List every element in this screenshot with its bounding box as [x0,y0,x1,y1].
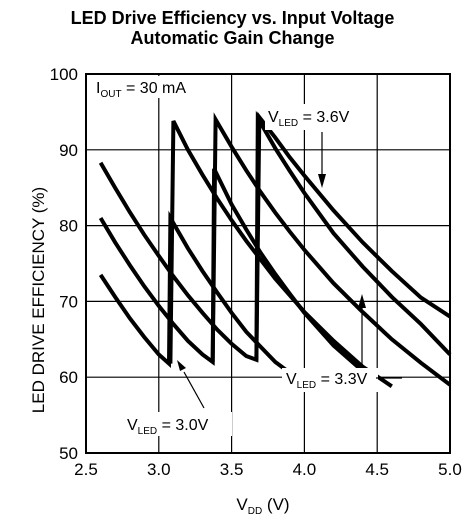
chart-titles: LED Drive Efficiency vs. Input Voltage A… [0,8,465,48]
y-tick-label: 60 [59,368,78,387]
vled-3-3-arrow-head [358,294,366,308]
chart-title: LED Drive Efficiency vs. Input Voltage [70,8,395,28]
efficiency-curve-4 [168,120,393,388]
iout-annotation: IOUT = 30 mA [96,80,186,100]
vled33-label-background [282,368,378,392]
plot-frame [85,73,451,454]
x-tick-label: 4.0 [293,460,317,479]
x-axis-label: VDD (V) [236,495,289,517]
vled30-label-background [124,412,232,436]
x-tick-label: 3.0 [147,460,171,479]
y-tick-label: 50 [59,444,78,463]
iout-label-background [93,76,211,98]
y-tick-label: 90 [59,141,78,160]
efficiency-curves [98,110,452,388]
y-tick-label: 80 [59,217,78,236]
y-axis-label: LED DRIVE EFFICIENCY (%) [29,187,48,413]
chart-subtitle: Automatic Gain Change [130,28,335,48]
vled-3-0-arrow-line [183,371,205,409]
y-tick-label: 70 [59,292,78,311]
efficiency-curve-3 [98,110,452,363]
efficiency-curve-5 [210,112,452,387]
x-tick-label: 3.5 [220,460,244,479]
efficiency-curve-1 [98,210,305,380]
x-tick-label: 5.0 [438,460,462,479]
vled-3-0-annotation: VLED = 3.0V [127,417,209,437]
annotation-arrows [177,132,402,409]
y-tick-label: 100 [50,65,78,84]
x-tick-label: 4.5 [365,460,389,479]
vled-3-0-arrow-head [177,360,186,371]
tick-labels: 2.5 3.0 3.5 4.0 4.5 5.0 50 60 70 80 90 100 [50,65,462,479]
vled36-label-background [265,104,375,130]
vled-3-3-annotation: VLED = 3.3V [286,371,368,391]
vled-3-6-annotation: VLED = 3.6V [268,109,350,129]
x-tick-label: 2.5 [74,460,98,479]
vled-3-6-arrow-head [318,174,326,188]
